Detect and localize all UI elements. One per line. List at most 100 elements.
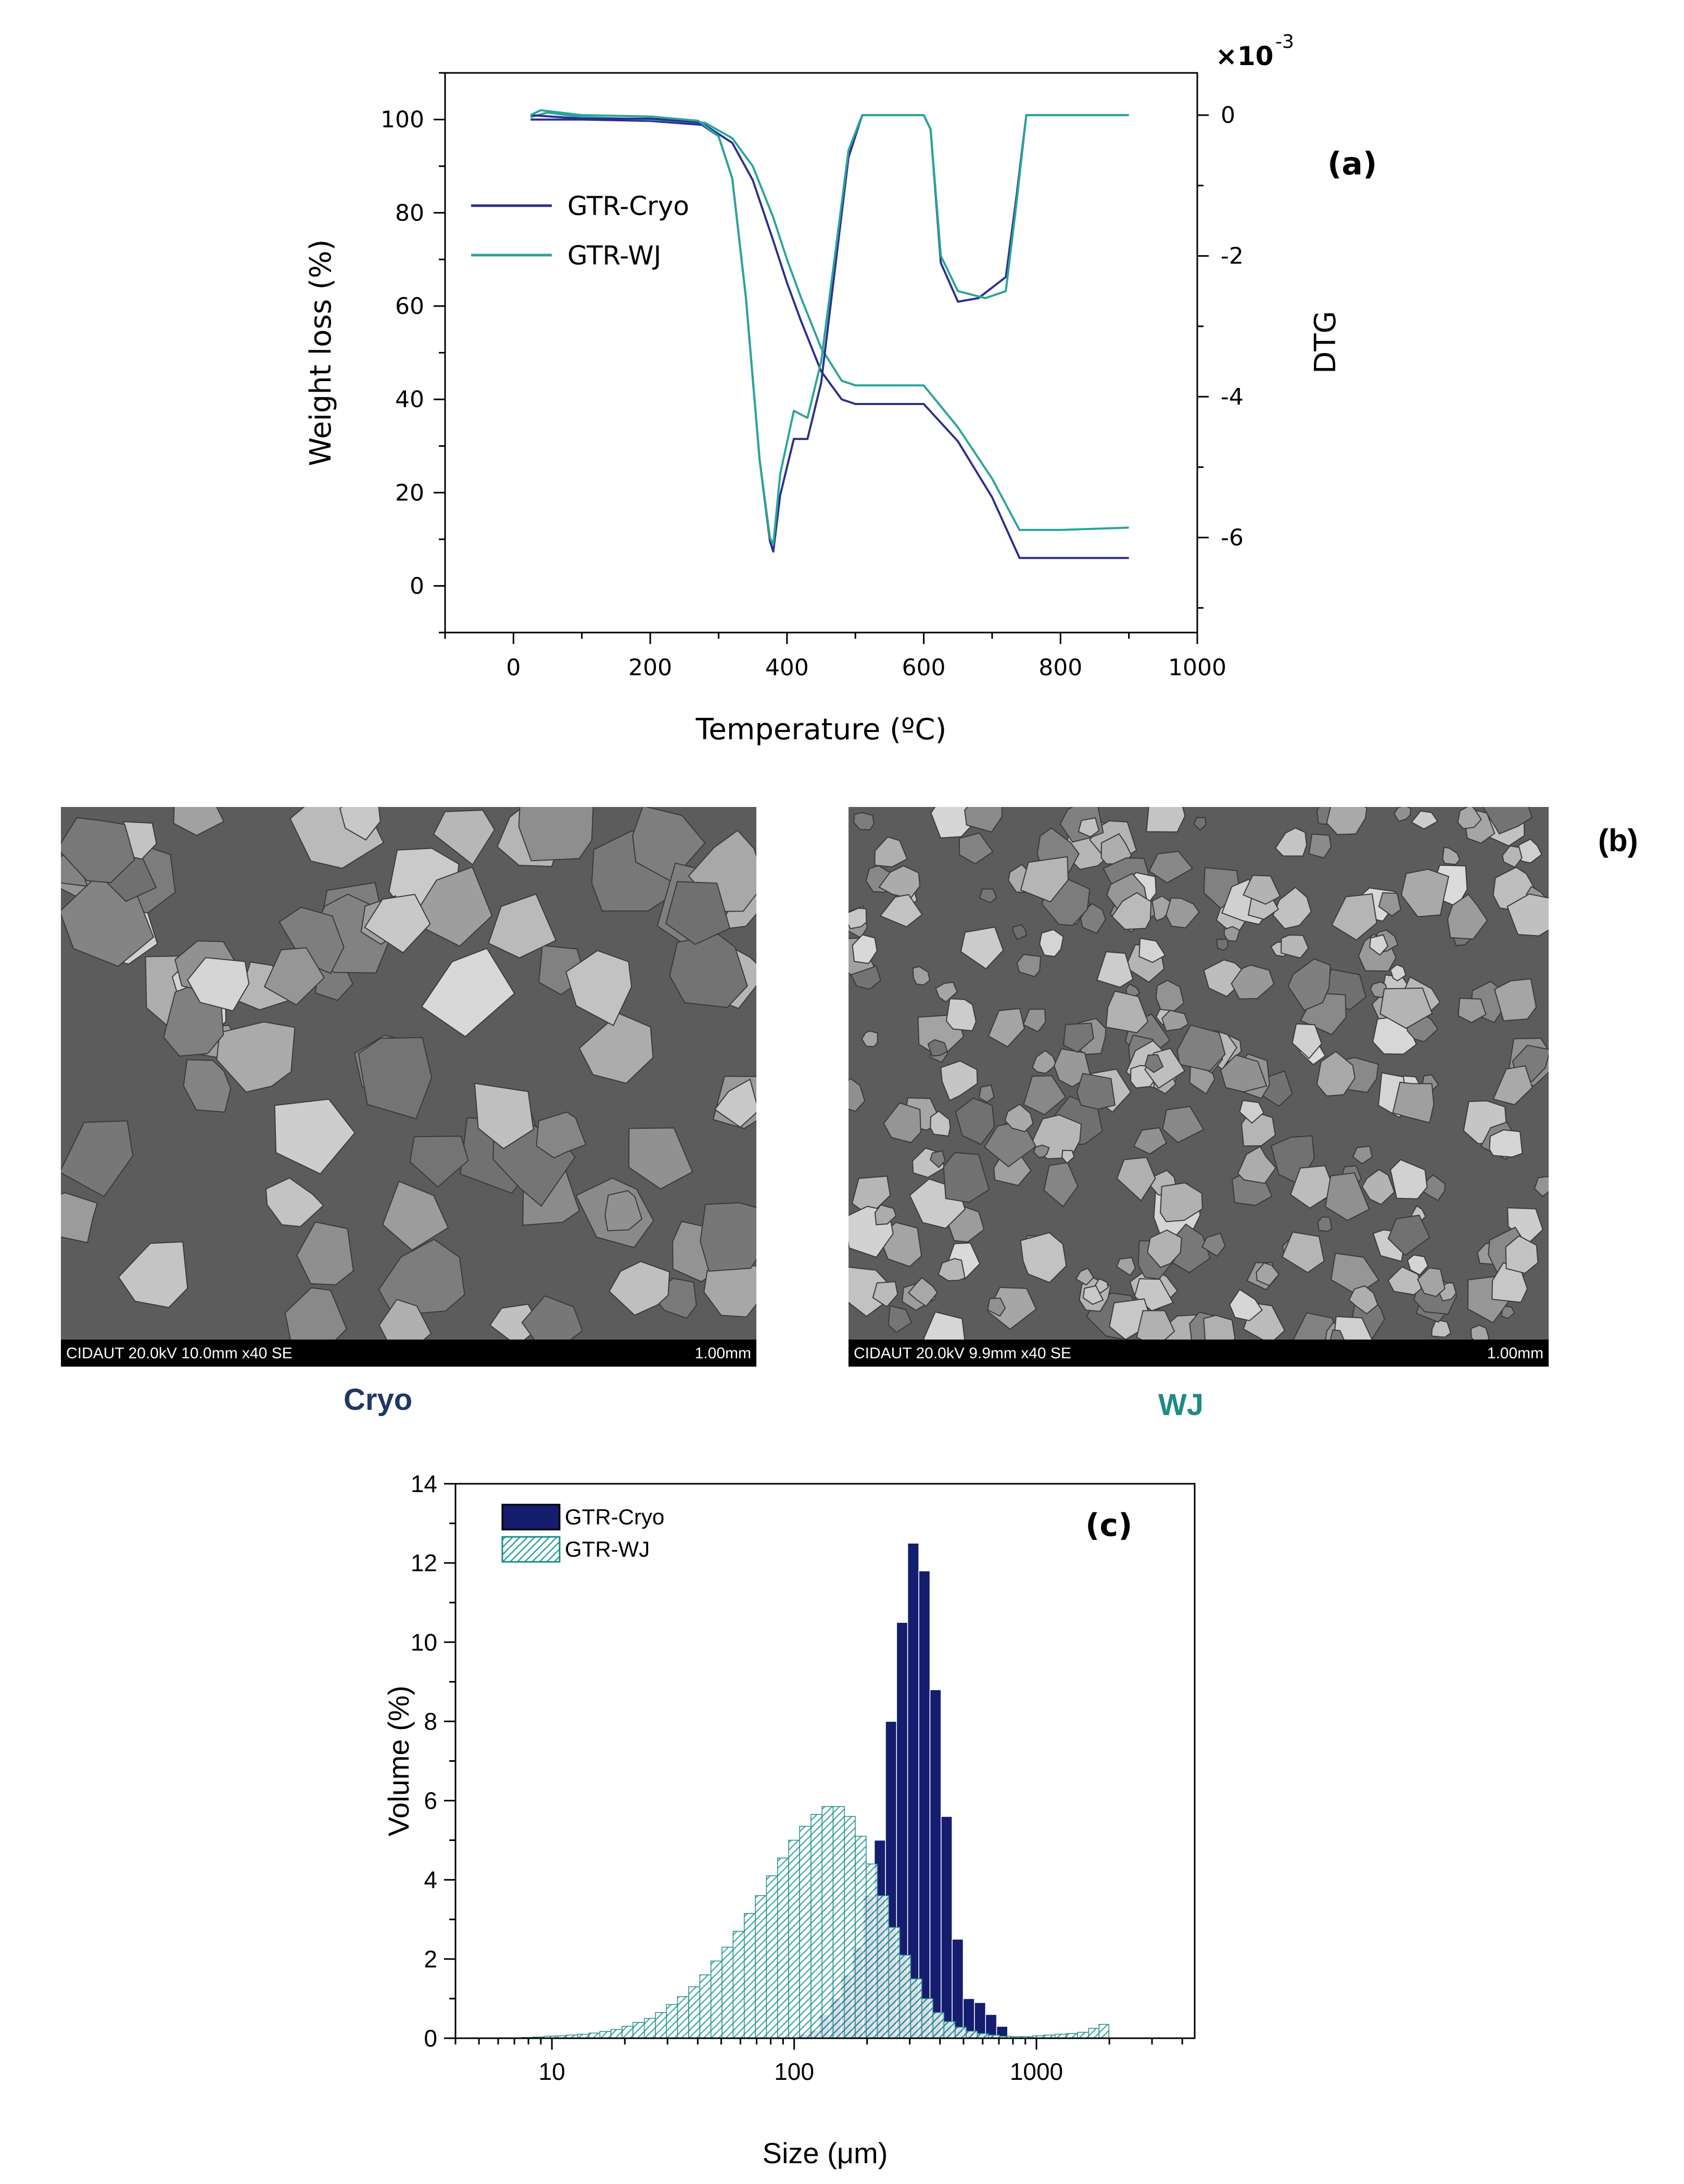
sem-cryo-particle	[518, 807, 594, 862]
sem-wj-particle	[986, 1297, 1006, 1317]
size-y-tick-label: 4	[424, 1866, 437, 1893]
tga-series-line-weight	[530, 118, 1129, 559]
tga-y-left-tick-label: 40	[395, 386, 424, 413]
tga-legend-label: GTR-WJ	[567, 241, 661, 271]
size-bar-gtr-wj	[599, 2031, 612, 2039]
sem-cryo-particle	[216, 1021, 296, 1093]
sem-wj-particle	[1075, 1267, 1094, 1286]
sem-wj-particle	[1193, 817, 1207, 831]
sem-wj-particle	[879, 894, 923, 928]
sem-cryo-particle	[382, 1180, 449, 1251]
tga-y-right-tick-label: -6	[1221, 524, 1244, 551]
sem-wj-particle	[1155, 979, 1185, 1012]
sem-wj-particle	[1160, 1182, 1203, 1222]
size-bar-gtr-wj	[688, 1986, 701, 2039]
sem-cryo-particle	[669, 933, 748, 1008]
sem-wj-particle	[1039, 929, 1064, 957]
sem-wj-particle	[964, 807, 1003, 833]
sem-wj-particle	[1442, 847, 1461, 865]
size-y-tick-label: 0	[424, 2025, 437, 2052]
sem-wj-particle	[1387, 1266, 1422, 1295]
sem-wj-particle	[1231, 964, 1275, 1000]
sem-wj-particle	[1162, 1106, 1205, 1143]
size-y-tick-label: 14	[411, 1470, 437, 1497]
sem-wj-particle	[1274, 827, 1308, 857]
tga-y-left-tick-label: 60	[395, 293, 424, 320]
size-bar-gtr-wj	[966, 2030, 978, 2039]
sem-wj-particle	[1289, 1165, 1336, 1209]
size-bar-gtr-wj	[721, 1947, 734, 2039]
sem-wj-particle	[1378, 892, 1401, 917]
sem-wj-particle	[874, 836, 908, 868]
tga-right-axis-multiplier: ×10	[1215, 41, 1273, 71]
sem-wj-particle	[1082, 1285, 1104, 1305]
sem-wj-particle	[978, 1084, 995, 1103]
size-bar-gtr-wj	[844, 1816, 856, 2039]
size-y-tick-label: 12	[411, 1549, 437, 1576]
tga-y-left-tick-label: 0	[410, 573, 424, 599]
sem-scale-wj: 1.00mm	[1487, 1345, 1543, 1362]
sem-wj-particle	[1032, 1050, 1057, 1074]
sem-wj-particle	[1176, 1024, 1226, 1072]
size-bar-gtr-wj	[766, 1875, 778, 2039]
size-bar-gtr-wj	[777, 1858, 789, 2039]
tga-x-tick-label: 1000	[1168, 654, 1226, 681]
sem-cryo-particle	[284, 1287, 347, 1340]
size-bar-gtr-wj	[677, 1996, 689, 2039]
sem-wj-particle	[1331, 893, 1377, 941]
sem-wj-particle	[987, 1008, 1025, 1048]
size-bar-gtr-wj	[955, 2026, 967, 2039]
sem-wj-particle	[922, 1311, 966, 1340]
sem-wj-particle	[1407, 1254, 1429, 1276]
panel-c-size-distribution-chart: 10 100 1000 0 2 4 6 8 10 12 14 GTR-Cryo GTR-WJ Size…	[0, 1453, 1684, 2184]
sem-wj-particle	[1223, 926, 1240, 942]
sem-wj-particle	[1482, 807, 1533, 835]
sem-cryo-particle	[700, 1202, 756, 1272]
sem-cryo-particle	[296, 1221, 354, 1285]
sem-wj-particle	[1379, 987, 1433, 1029]
sem-cryo-particle	[714, 1078, 756, 1128]
tga-y-right-tick-label: -4	[1221, 384, 1244, 410]
sem-cryo-particle	[628, 1127, 693, 1190]
sem-wj-particle	[1369, 934, 1389, 956]
sem-cryo-particle	[536, 1112, 587, 1159]
sem-wj-particle	[1534, 1176, 1549, 1197]
sem-wj-particle	[852, 934, 878, 964]
sem-wj-particle	[1116, 1157, 1156, 1202]
sem-wj-particle	[849, 907, 867, 930]
sem-wj-particle	[927, 1039, 948, 1057]
size-y-tick-label: 6	[424, 1787, 437, 1814]
sem-cryo-particle	[274, 1099, 356, 1175]
tga-series-line-dtg	[530, 114, 1129, 553]
sem-cryo-particle	[703, 1262, 756, 1318]
sem-wj-particle	[1457, 807, 1482, 829]
size-bar-gtr-wj	[632, 2022, 645, 2039]
size-legend-swatch	[501, 1504, 561, 1531]
sem-cryo-particle	[378, 1298, 432, 1340]
sem-cryo-particle	[173, 807, 225, 836]
size-bar-gtr-wj	[811, 1814, 822, 2039]
sem-cryo-particles	[61, 807, 756, 1340]
tga-x-tick-label: 600	[902, 654, 946, 681]
size-bar-gtr-wj	[1098, 2024, 1109, 2039]
sem-wj-particle	[930, 1150, 946, 1168]
sem-wj-particle	[940, 1060, 978, 1102]
size-bar-gtr-wj	[888, 1927, 901, 2039]
sem-wj-particle	[1431, 1319, 1452, 1338]
sem-wj-particle	[1243, 875, 1281, 905]
sem-cryo-particle	[61, 817, 135, 883]
sem-wj-particle	[1324, 1172, 1370, 1221]
panel-label-c: (c)	[1085, 1507, 1132, 1544]
tga-x-tick-label: 400	[765, 654, 809, 681]
sem-info-bar-wj: CIDAUT 20.0kV 9.9mm x40 SE 1.00mm	[849, 1340, 1549, 1367]
size-x-tick-label: 1000	[1010, 2058, 1063, 2085]
sem-wj-particle	[1326, 807, 1368, 836]
size-bar-gtr-wj	[655, 2012, 667, 2039]
sem-wj-particle	[1116, 1257, 1136, 1277]
size-bar-gtr-wj	[743, 1913, 756, 2039]
sem-wj-particle	[849, 1078, 866, 1112]
sem-cryo-particle	[358, 1037, 433, 1120]
sem-cryo-particle	[378, 1239, 465, 1316]
size-y-tick-label: 2	[424, 1946, 437, 1973]
